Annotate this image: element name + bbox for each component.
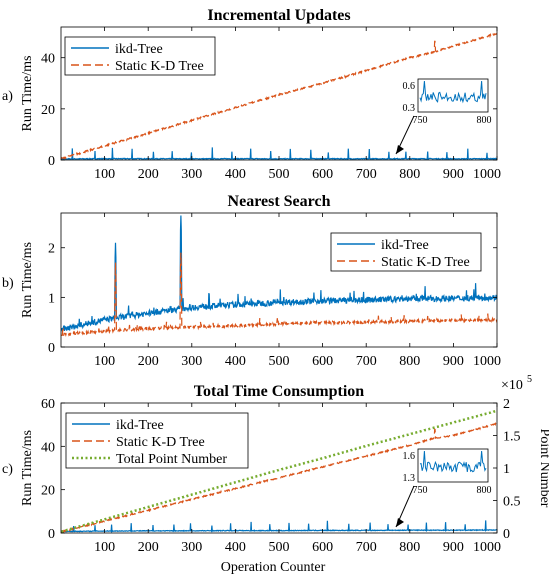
- y2-tick-label: 1: [503, 462, 510, 477]
- series-line-2: [61, 32, 497, 160]
- y-axis-label: Run Time/ms: [20, 56, 35, 132]
- inset-y-tick-label: 0.6: [403, 81, 416, 92]
- y-axis-label: Run Time/ms: [20, 430, 35, 506]
- y2-multiplier: ×10: [501, 378, 523, 393]
- x-tick-label: 300: [181, 167, 202, 182]
- x-tick-label: 700: [356, 167, 377, 182]
- x-tick-label: 400: [225, 167, 246, 182]
- x-tick-label: 300: [181, 354, 202, 369]
- inset-x-tick-label: 800: [477, 485, 492, 496]
- series-line-3: [61, 409, 497, 533]
- y-tick-label: 60: [41, 397, 55, 412]
- x-tick-label: 900: [443, 167, 464, 182]
- x-tick-label: 100: [94, 354, 115, 369]
- legend-box: [64, 36, 216, 76]
- y-tick-label: 40: [41, 52, 55, 67]
- panel-label: a): [2, 89, 13, 104]
- x-tick-label: 1000: [473, 540, 501, 555]
- x-tick-label: 1000: [473, 354, 501, 369]
- y-tick-label: 1: [48, 291, 55, 306]
- inset-y-tick-label: 1.6: [403, 451, 416, 462]
- y-tick-label: 20: [41, 103, 55, 118]
- x-tick-label: 100: [94, 167, 115, 182]
- inset-y-tick-label: 0.3: [403, 103, 416, 114]
- x-tick-label: 600: [312, 167, 333, 182]
- y2-tick-label: 1.5: [503, 430, 521, 445]
- legend: ikd-Tree Static K-D Tree: [64, 36, 216, 76]
- legend-entry: ikd-Tree: [381, 238, 429, 253]
- series-line-2: [61, 422, 497, 533]
- chart-title: Incremental Updates: [207, 7, 350, 24]
- y-tick-label: 0: [48, 341, 55, 356]
- x-tick-label: 700: [356, 354, 377, 369]
- y2-exponent: 5: [527, 374, 532, 385]
- legend-entry: ikd-Tree: [115, 42, 163, 57]
- legend: ikd-Tree Static K-D Tree: [330, 232, 482, 272]
- legend-entry: Static K-D Tree: [116, 435, 205, 450]
- y-tick-label: 0: [48, 527, 55, 542]
- x-tick-label: 700: [356, 540, 377, 555]
- x-tick-label: 900: [443, 540, 464, 555]
- x-tick-label: 200: [138, 167, 159, 182]
- chart-title: Total Time Consumption: [194, 383, 365, 400]
- x-tick-label: 200: [138, 354, 159, 369]
- y-tick-label: 2: [48, 242, 55, 257]
- legend-box: [330, 232, 482, 272]
- series-line-2: [61, 252, 497, 337]
- y2-axis-label: Point Number: [537, 429, 549, 508]
- panel-label: c): [2, 462, 13, 477]
- x-tick-label: 600: [312, 354, 333, 369]
- inset-series-line: [419, 80, 487, 104]
- x-tick-label: 800: [399, 167, 420, 182]
- y-tick-label: 40: [41, 440, 55, 455]
- x-axis-label: Operation Counter: [221, 560, 326, 575]
- legend-entry: ikd-Tree: [116, 418, 164, 433]
- inset-y-tick-label: 1.3: [403, 473, 416, 484]
- inset-pointer-arrowhead: [396, 145, 404, 154]
- y2-tick-label: 0.5: [503, 495, 521, 510]
- x-tick-label: 900: [443, 354, 464, 369]
- x-tick-label: 800: [399, 354, 420, 369]
- y-tick-label: 0: [48, 154, 55, 169]
- legend-entry: Static K-D Tree: [115, 59, 204, 74]
- y2-tick-label: 0: [503, 527, 510, 542]
- x-tick-label: 800: [399, 540, 420, 555]
- legend-entry: Static K-D Tree: [381, 255, 470, 270]
- chart-title: Nearest Search: [228, 193, 331, 210]
- x-tick-label: 100: [94, 540, 115, 555]
- legend: ikd-Tree Static K-D Tree Total Point Numbe…: [65, 412, 249, 469]
- series-line-1: [61, 215, 497, 332]
- panel-label: b): [2, 276, 14, 291]
- x-tick-label: 400: [225, 354, 246, 369]
- y-axis-label: Run Time/ms: [20, 242, 35, 318]
- inset-x-tick-label: 750: [413, 485, 428, 496]
- x-tick-label: 400: [225, 540, 246, 555]
- x-tick-label: 500: [269, 540, 290, 555]
- y-tick-label: 20: [41, 484, 55, 499]
- inset-x-tick-label: 750: [413, 115, 428, 126]
- x-tick-label: 200: [138, 540, 159, 555]
- inset-pointer-arrowhead: [396, 518, 404, 527]
- x-tick-label: 500: [269, 354, 290, 369]
- inset-frame: [417, 78, 489, 113]
- x-tick-label: 500: [269, 167, 290, 182]
- panel-2: Nearest Search b) Run Time/ms 100 200 300 400 5…: [2, 193, 501, 369]
- legend-entry: Total Point Number: [116, 452, 227, 467]
- inset-x-tick-label: 800: [477, 115, 492, 126]
- x-tick-label: 300: [181, 540, 202, 555]
- inset-series-line: [419, 450, 487, 473]
- y2-tick-label: 2: [503, 397, 510, 412]
- x-tick-label: 600: [312, 540, 333, 555]
- x-tick-label: 1000: [473, 167, 501, 182]
